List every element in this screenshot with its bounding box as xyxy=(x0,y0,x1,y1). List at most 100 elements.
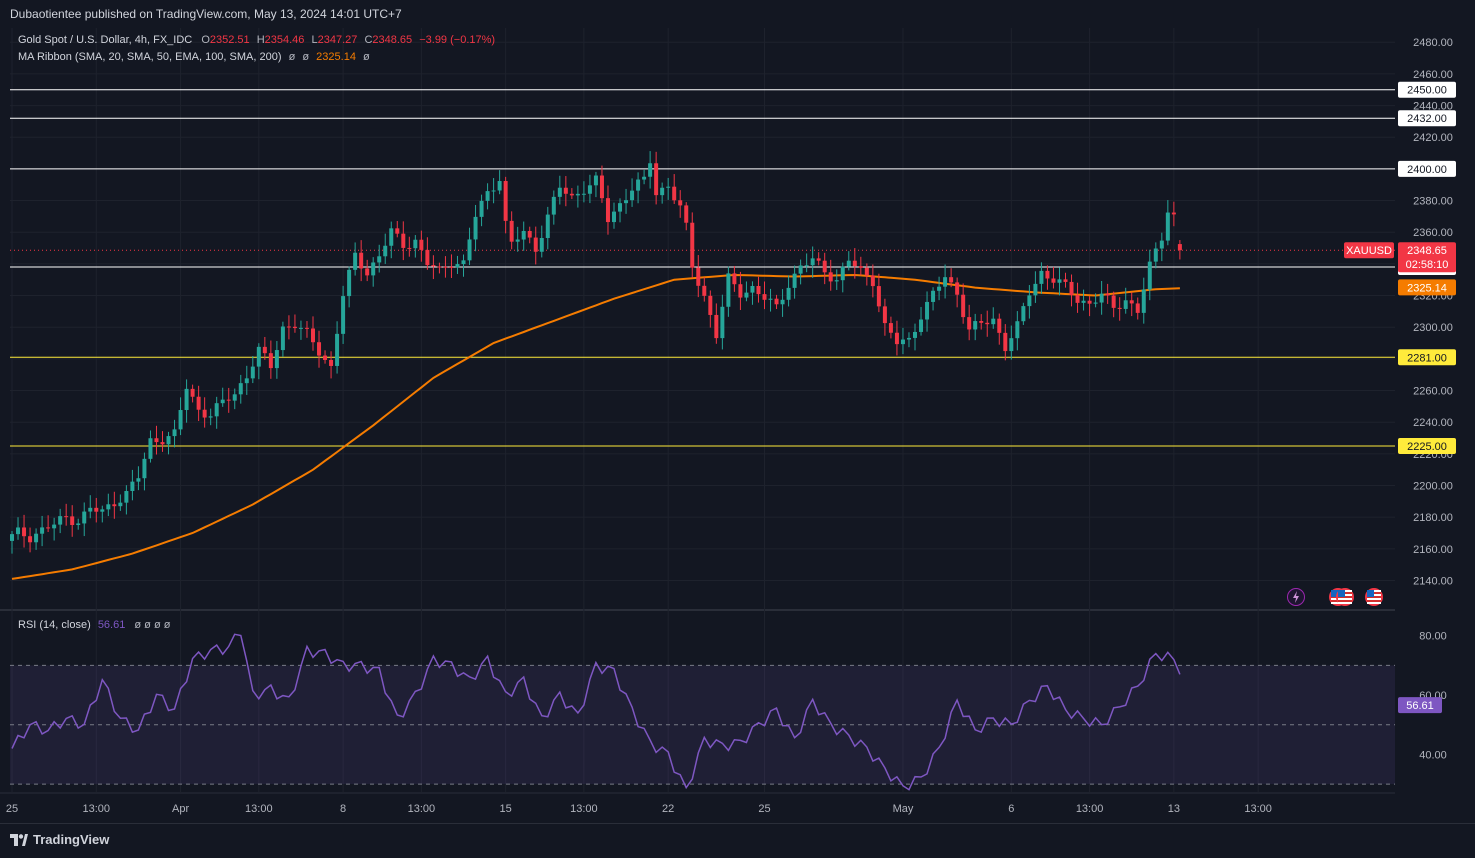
axes: 2140.002160.002180.002200.002220.002240.… xyxy=(6,28,1475,823)
candle-body xyxy=(1141,289,1146,313)
candle-body xyxy=(1057,279,1062,283)
candle-body xyxy=(130,481,135,492)
candle-body xyxy=(1051,278,1056,283)
candle-body xyxy=(660,187,665,196)
price-tags: 2450.002432.002400.002338.002281.002225.… xyxy=(1344,81,1456,714)
level-tag-bg xyxy=(1398,349,1456,366)
level-tag-label: 2225.00 xyxy=(1407,441,1447,453)
time-tick-label: Apr xyxy=(172,803,189,815)
price-tick-label: 2180.00 xyxy=(1413,512,1453,524)
candle-body xyxy=(1135,303,1140,313)
candle-body xyxy=(407,247,412,249)
candle-body xyxy=(449,266,454,268)
candle-body xyxy=(437,266,442,268)
time-tick-label: 25 xyxy=(758,803,770,815)
publisher-bar: Dubaotientee published on TradingView.co… xyxy=(0,0,1475,28)
candle-body xyxy=(274,350,279,369)
candle-body xyxy=(1039,270,1044,284)
candle-body xyxy=(341,296,346,334)
candle-body xyxy=(557,187,562,197)
candle-body xyxy=(804,265,809,267)
symbol-tag-bg xyxy=(1344,242,1394,259)
candle-body xyxy=(1129,300,1134,304)
candle-body xyxy=(1081,300,1086,303)
time-tick-label: 13:00 xyxy=(570,803,598,815)
candle-body xyxy=(485,191,490,201)
candle-body xyxy=(979,321,984,323)
candle-body xyxy=(232,394,237,401)
candle-body xyxy=(118,502,123,507)
candle-body xyxy=(612,211,616,223)
candle-body xyxy=(1027,295,1032,307)
candle-body xyxy=(280,326,285,351)
rsi-legend[interactable]: RSI (14, close) 56.61 ø ø ø ø xyxy=(18,619,170,631)
candle-body xyxy=(1177,244,1182,251)
open-value: 2352.51 xyxy=(209,34,250,46)
candle-body xyxy=(389,228,394,246)
lightning-event-icon[interactable] xyxy=(1287,588,1305,606)
candle-body xyxy=(678,200,683,206)
low-value: 2347.27 xyxy=(317,34,358,46)
time-tick-label: 25 xyxy=(6,803,18,815)
candle-body xyxy=(533,237,538,252)
candle-body xyxy=(292,326,297,329)
price-tick-label: 2260.00 xyxy=(1413,386,1453,398)
ma-legend[interactable]: MA Ribbon (SMA, 20, SMA, 50, EMA, 100, S… xyxy=(18,51,370,63)
candle-body xyxy=(876,286,881,307)
candle-body xyxy=(1087,300,1092,304)
horizontal-levels xyxy=(10,89,1395,447)
candle-body xyxy=(1033,283,1038,296)
candle-body xyxy=(961,294,966,318)
candle-body xyxy=(906,337,911,340)
candle-body xyxy=(822,260,827,273)
level-tag-bg xyxy=(1398,81,1456,98)
us-flag-event-icon[interactable] xyxy=(1336,588,1354,606)
candle-body xyxy=(82,511,87,524)
candle-body xyxy=(943,277,948,287)
chart-area[interactable]: 2140.00 2160.00 2180.00 2200.00 2220.00 2240.… xyxy=(0,28,1475,823)
candle-body xyxy=(419,239,424,250)
candle-body xyxy=(973,321,978,330)
candle-body xyxy=(377,256,382,263)
us-flag-event-icon[interactable] xyxy=(1365,588,1383,606)
candle-body xyxy=(88,507,93,512)
candle-body xyxy=(937,286,942,291)
price-tag-bg xyxy=(1398,242,1456,273)
candle-body xyxy=(581,193,586,195)
candle-body xyxy=(244,378,249,384)
candle-body xyxy=(563,187,568,194)
candle-body xyxy=(106,504,111,510)
candle-body xyxy=(256,346,261,367)
candle-body xyxy=(395,228,400,234)
candle-body xyxy=(587,185,592,194)
candle-body xyxy=(22,527,27,537)
time-tick-label: 13 xyxy=(1168,803,1180,815)
countdown-tag-label: 02:58:10 xyxy=(1406,259,1449,271)
close-label: C xyxy=(364,34,373,46)
candle-body xyxy=(220,399,225,404)
candle-body xyxy=(648,163,653,177)
candle-body xyxy=(154,438,159,443)
candle-body xyxy=(1009,338,1014,352)
time-tick-label: 15 xyxy=(500,803,512,815)
high-label: H xyxy=(256,34,265,46)
candle-body xyxy=(503,181,508,221)
price-tick-label: 2140.00 xyxy=(1413,576,1453,588)
chart-svg[interactable]: 2140.002160.002180.002200.002220.002240.… xyxy=(0,28,1475,823)
level-tag-label: 2400.00 xyxy=(1407,164,1447,176)
candle-body xyxy=(949,277,954,283)
candle-body xyxy=(925,301,930,320)
candle-body xyxy=(1105,293,1110,296)
candle-body xyxy=(250,366,255,379)
time-tick-label: 13:00 xyxy=(1076,803,1104,815)
time-tick-label: 13:00 xyxy=(83,803,111,815)
ma-ribbon-line xyxy=(11,273,1180,580)
candle-body xyxy=(202,409,207,418)
candle-body xyxy=(268,353,273,369)
candle-body xyxy=(178,410,183,430)
candle-body xyxy=(636,179,641,191)
tradingview-logo[interactable]: TradingView xyxy=(10,832,109,847)
candle-body xyxy=(112,504,117,507)
candle-body xyxy=(539,238,544,252)
candle-body xyxy=(124,491,129,503)
